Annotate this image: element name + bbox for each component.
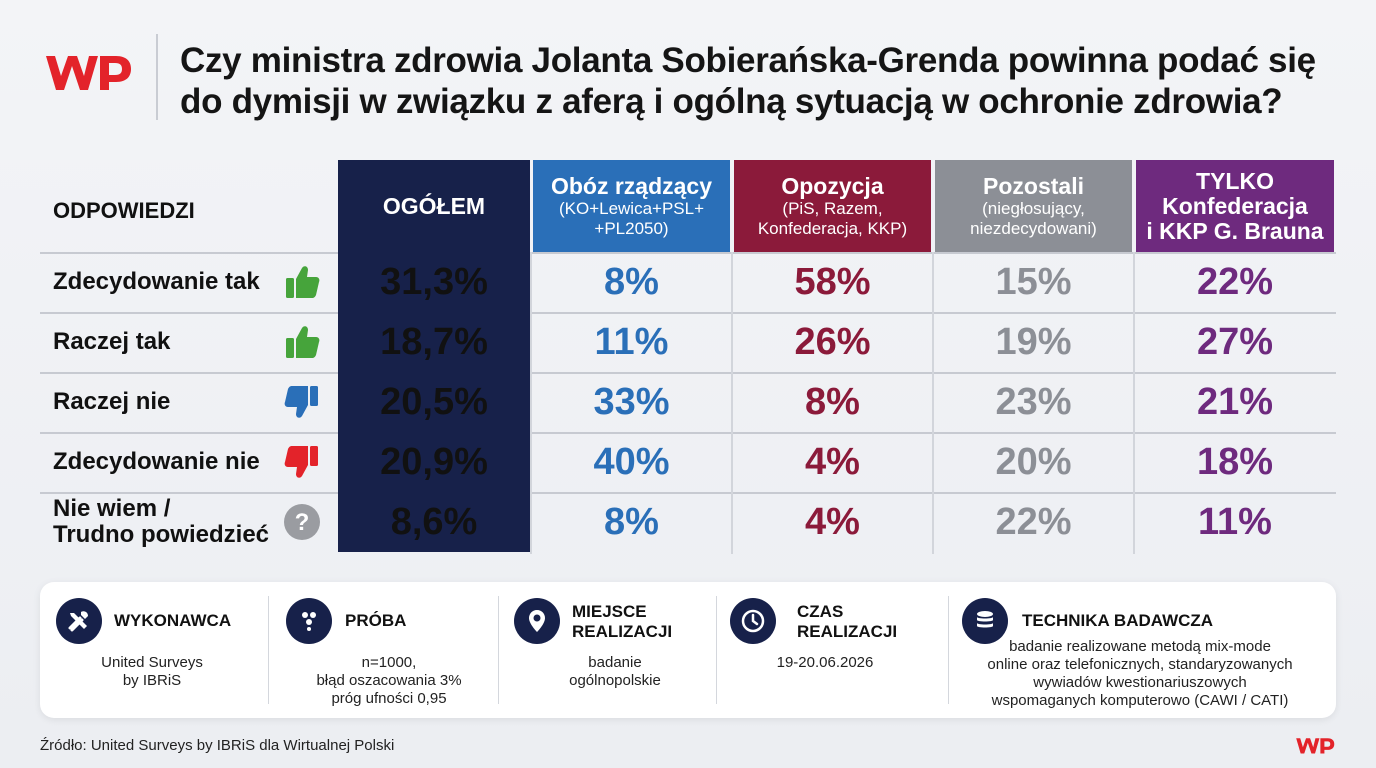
info-title: WYKONAWCA xyxy=(114,611,232,630)
column-konfederacja: TYLKO Konfederacja i KKP G. Brauna xyxy=(1136,160,1334,252)
row-divider xyxy=(40,372,1336,374)
column-subtitle: (niegłosujący, niezdecydowani) xyxy=(970,198,1097,238)
wp-logo xyxy=(46,56,131,90)
source-note: Źródło: United Surveys by IBRiS dla Wirt… xyxy=(40,737,395,754)
cell-konfederacja: 22% xyxy=(1196,260,1274,303)
row-label: Zdecydowanie tak xyxy=(53,268,260,295)
info-title: TECHNIKA BADAWCZA xyxy=(1022,611,1214,630)
cell-konfederacja: 27% xyxy=(1196,320,1274,363)
cell-total: 20,5% xyxy=(380,380,488,423)
column-divider xyxy=(530,252,532,554)
row-divider xyxy=(40,252,1336,254)
svg-text:?: ? xyxy=(295,509,310,536)
column-divider xyxy=(731,252,733,554)
cell-total: 20,9% xyxy=(380,440,488,483)
cell-opposition: 4% xyxy=(805,500,860,543)
info-title: CZAS REALIZACJI xyxy=(797,602,898,641)
results-table: ODPOWIEDZI OGÓŁEM 31,3% 18,7% 20,5% 20,9% 8,6… xyxy=(40,160,1336,554)
column-title: Opozycja xyxy=(781,172,884,199)
column-title: Obóz rządzący xyxy=(550,172,713,199)
column-title: TYLKO Konfederacja i KKP G. Brauna xyxy=(1146,167,1324,244)
column-divider xyxy=(932,252,934,554)
location-pin-icon xyxy=(514,598,560,644)
row-label: Nie wiem / Trudno powiedzieć xyxy=(53,495,270,548)
column-header-opposition: Opozycja (PiS, Razem, Konfederacja, KKP) xyxy=(734,160,931,252)
cell-coalition: 11% xyxy=(594,320,669,363)
column-others: Pozostali (niegłosujący, niezdecydowani) xyxy=(935,160,1132,252)
column-title: Pozostali xyxy=(983,172,1084,199)
cell-others: 23% xyxy=(995,380,1072,423)
cell-coalition: 8% xyxy=(604,260,659,303)
row-label: Raczej nie xyxy=(53,388,171,415)
row-label: Zdecydowanie nie xyxy=(53,448,260,475)
info-text: 19-20.06.2026 xyxy=(776,654,874,671)
methodology-panel: WYKONAWCA United Surveys by IBRiS PRÓBA n=1… xyxy=(40,582,1336,718)
thumbs-up-icon xyxy=(282,262,322,302)
info-divider xyxy=(498,596,499,704)
cell-others: 20% xyxy=(995,440,1072,483)
column-total: OGÓŁEM xyxy=(338,160,530,552)
cell-total: 31,3% xyxy=(380,260,488,303)
row-divider xyxy=(40,432,1336,434)
column-header-konfederacja: TYLKO Konfederacja i KKP G. Brauna xyxy=(1136,160,1334,252)
page-title: Czy ministra zdrowia Jolanta Sobierańska… xyxy=(180,41,1316,121)
info-text: badanie ogólnopolskie xyxy=(569,654,661,689)
tools-icon xyxy=(56,598,102,644)
info-text: badanie realizowane metodą mix-mode onli… xyxy=(987,638,1293,709)
cell-others: 22% xyxy=(995,500,1072,543)
info-divider xyxy=(268,596,269,704)
row-label: Raczej tak xyxy=(53,328,171,355)
cell-total: 8,6% xyxy=(390,500,478,543)
cell-coalition: 8% xyxy=(604,500,659,543)
cell-others: 15% xyxy=(995,260,1072,303)
cell-others: 19% xyxy=(995,320,1072,363)
cell-coalition: 40% xyxy=(593,440,670,483)
column-subtitle: (PiS, Razem, Konfederacja, KKP) xyxy=(757,198,908,238)
info-title: PRÓBA xyxy=(345,611,407,630)
cell-opposition: 58% xyxy=(794,260,871,303)
cell-opposition: 26% xyxy=(794,320,871,363)
column-header-coalition: Obóz rządzący (KO+Lewica+PSL+ +PL2050) xyxy=(533,160,730,252)
header-divider xyxy=(156,34,158,120)
column-subtitle: (KO+Lewica+PSL+ +PL2050) xyxy=(558,198,705,238)
column-opposition: Opozycja (PiS, Razem, Konfederacja, KKP) xyxy=(734,160,931,252)
thumbs-up-icon xyxy=(282,322,322,362)
row-divider xyxy=(40,312,1336,314)
thumbs-down-icon xyxy=(282,442,322,482)
info-divider xyxy=(948,596,949,704)
cell-opposition: 4% xyxy=(805,440,860,483)
people-icon xyxy=(286,598,332,644)
question-icon: ? xyxy=(282,502,322,542)
cell-konfederacja: 21% xyxy=(1196,380,1274,423)
cell-konfederacja: 18% xyxy=(1196,440,1274,483)
info-divider xyxy=(716,596,717,704)
info-text: United Surveys by IBRiS xyxy=(101,654,203,689)
database-icon xyxy=(962,598,1008,644)
column-title: OGÓŁEM xyxy=(382,192,486,219)
clock-icon xyxy=(730,598,776,644)
info-title: MIEJSCE REALIZACJI xyxy=(572,602,673,641)
row-header-label: ODPOWIEDZI xyxy=(53,198,195,223)
cell-konfederacja: 11% xyxy=(1198,500,1272,543)
cell-coalition: 33% xyxy=(593,380,670,423)
wp-logo-small xyxy=(1296,738,1335,754)
column-divider xyxy=(1133,252,1135,554)
column-coalition: Obóz rządzący (KO+Lewica+PSL+ +PL2050) xyxy=(533,160,730,252)
cell-opposition: 8% xyxy=(805,380,860,423)
cell-total: 18,7% xyxy=(380,320,488,363)
row-divider xyxy=(40,492,1336,494)
thumbs-down-icon xyxy=(282,382,322,422)
column-header-total: OGÓŁEM xyxy=(338,160,530,252)
info-text: n=1000, błąd oszacowania 3% próg ufności… xyxy=(316,654,462,707)
column-header-others: Pozostali (niegłosujący, niezdecydowani) xyxy=(935,160,1132,252)
